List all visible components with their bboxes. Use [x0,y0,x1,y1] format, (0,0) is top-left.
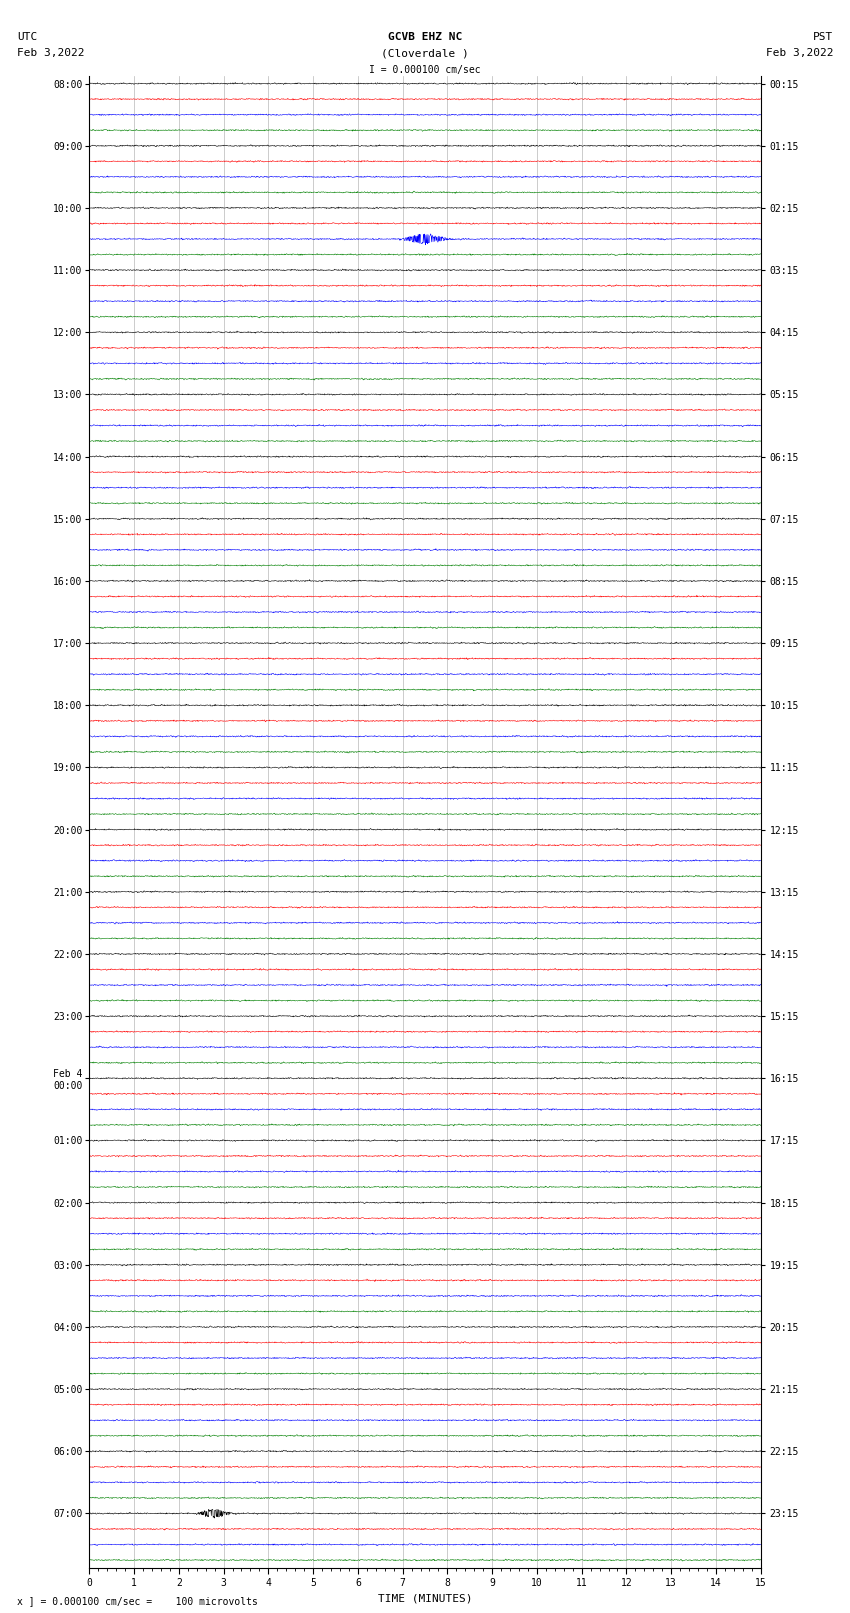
Text: (Cloverdale ): (Cloverdale ) [381,48,469,58]
Text: x ] = 0.000100 cm/sec =    100 microvolts: x ] = 0.000100 cm/sec = 100 microvolts [17,1597,258,1607]
Text: Feb 3,2022: Feb 3,2022 [17,48,84,58]
Text: GCVB EHZ NC: GCVB EHZ NC [388,32,462,42]
Text: PST: PST [813,32,833,42]
X-axis label: TIME (MINUTES): TIME (MINUTES) [377,1594,473,1603]
Text: UTC: UTC [17,32,37,42]
Text: Feb 3,2022: Feb 3,2022 [766,48,833,58]
Text: I = 0.000100 cm/sec: I = 0.000100 cm/sec [369,65,481,74]
